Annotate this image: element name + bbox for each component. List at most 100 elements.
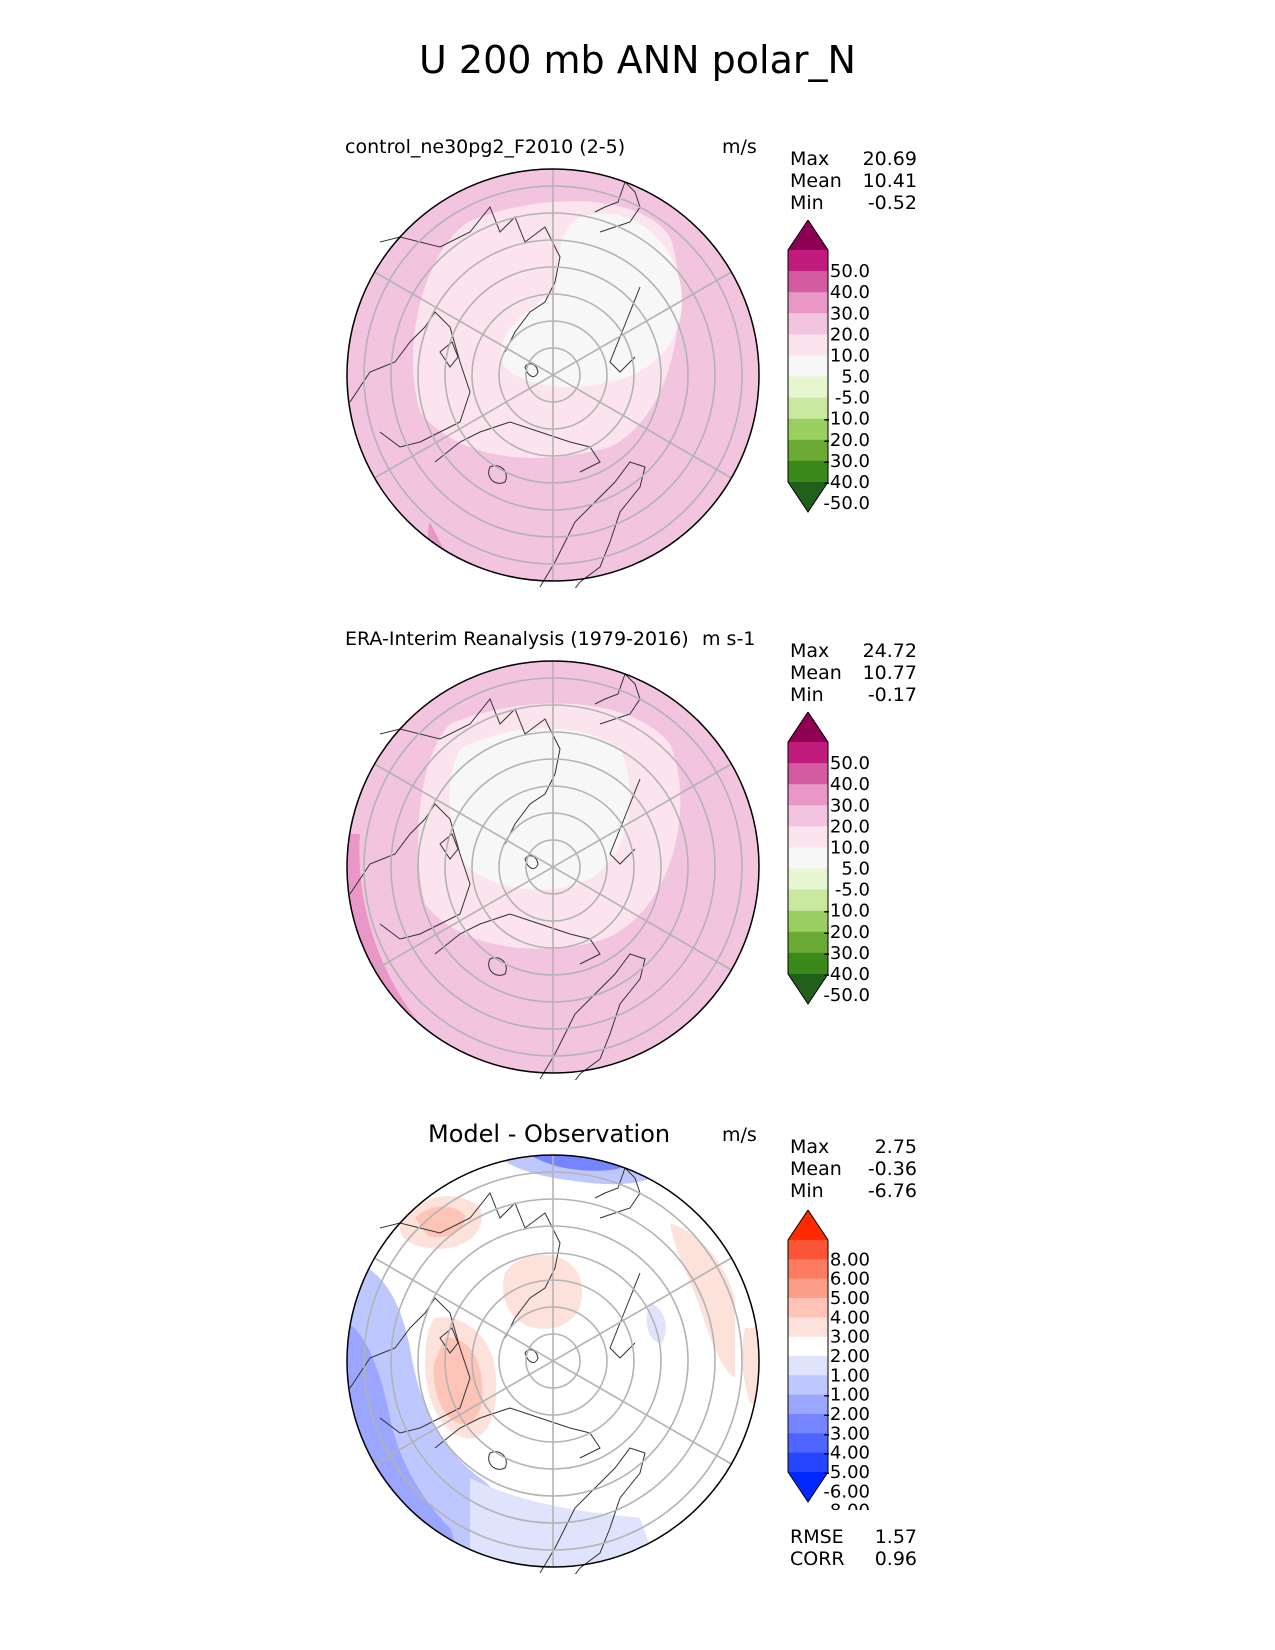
diff-negative-1-2 [470, 1478, 660, 1567]
coastlines [349, 181, 646, 588]
colorbar-tick-label: 5.0 [841, 859, 870, 880]
colorbar-tick-label: 50.0 [830, 261, 870, 282]
stat-value: 10.41 [862, 170, 917, 192]
stat-min: Min -0.17 [790, 684, 917, 706]
colorbar-tick-label: 10.0 [830, 837, 870, 858]
stat-label: Mean [790, 170, 842, 192]
colorbar-swatch [788, 910, 828, 933]
polar-map-test [346, 168, 760, 588]
colorbar-swatch [788, 1240, 828, 1260]
colorbar-extend-max [788, 712, 828, 742]
colorbar-swatch [788, 292, 828, 314]
colorbar-swatch [788, 1452, 828, 1473]
colorbar-tick-label: 10.0 [830, 345, 870, 366]
map-boundary [346, 168, 760, 582]
stat-max: Max 20.69 [790, 148, 917, 170]
graticule [363, 1155, 743, 1567]
stat-value: -0.52 [867, 192, 917, 214]
colorbar-tick-label: 30.0 [830, 303, 870, 324]
diff-positive-1-2 [742, 1328, 759, 1408]
colorbar-outline [787, 1210, 829, 1503]
colorbar-swatch [788, 931, 828, 954]
graticule [363, 169, 743, 581]
panel-reference-title: ERA-Interim Reanalysis (1979-2016) [345, 628, 689, 650]
colorbar-tick-label: 4.00 [830, 1307, 870, 1328]
colorbar-tick-label: -3.00 [823, 1423, 870, 1444]
polar-map-difference [346, 1154, 760, 1574]
diff-positive-2-3 [433, 1337, 483, 1424]
colorbar-tick-label: 30.0 [830, 795, 870, 816]
colorbar-extend-min [788, 482, 828, 512]
diff-positive-1-2 [503, 1254, 583, 1329]
colorbar-tick-label: 40.0 [830, 774, 870, 795]
colorbar-tick-label: -40.0 [823, 472, 870, 493]
colorbar-swatch [788, 1317, 828, 1338]
colorbar-swatch [788, 439, 828, 462]
colorbar-swatch [788, 313, 828, 335]
panel-difference-units: m/s [722, 1124, 757, 1146]
stat-mean: Mean 10.41 [790, 170, 917, 192]
metric-value: 0.96 [874, 1548, 917, 1570]
colorbar-reference: 50.040.030.020.010.05.0-5.0-10.0-20.0-30… [787, 712, 870, 1006]
colorbar-outline [787, 712, 829, 1005]
colorbar-extend-max [788, 1210, 828, 1240]
stat-label: Max [790, 148, 830, 170]
colorbar-tick-label: 3.00 [830, 1327, 870, 1348]
colorbar-swatch [788, 1278, 828, 1299]
colorbar-tick-label: -50.0 [823, 493, 870, 514]
colorbar-swatch [788, 1375, 828, 1396]
stat-value: -0.17 [867, 684, 917, 706]
colorbar-tick-label: -5.00 [823, 1462, 870, 1483]
colorbar-tick-label: -10.0 [823, 409, 870, 430]
panel-test-units: m/s [722, 136, 757, 158]
colorbar-swatch [788, 826, 828, 848]
colorbar-swatch [788, 1356, 828, 1376]
wind-field-weak [449, 728, 630, 890]
colorbar-swatch [788, 397, 828, 420]
colorbar-swatch [788, 952, 828, 975]
colorbar-tick-label: 20.0 [830, 324, 870, 345]
colorbar-tick-label: 2.00 [830, 1346, 870, 1367]
graticule [363, 661, 743, 1073]
colorbar-tick-label: 8.00 [830, 1249, 870, 1270]
coastlines [349, 1167, 646, 1574]
metric-value: 1.57 [874, 1526, 917, 1548]
metric-label: RMSE [790, 1526, 844, 1548]
stat-min: Min -0.52 [790, 192, 917, 214]
polar-map-reference [346, 660, 760, 1080]
colorbar-extend-min [788, 1472, 828, 1502]
stat-label: Min [790, 684, 824, 706]
figure-title: U 200 mb ANN polar_N [419, 38, 856, 82]
metric-corr: CORR 0.96 [790, 1548, 917, 1570]
stat-value: 10.77 [862, 662, 917, 684]
colorbar-tick-label: 5.0 [841, 367, 870, 388]
colorbar-difference: 8.006.005.004.003.002.001.00-1.00-2.00-3… [787, 1210, 870, 1510]
colorbar-extend-max [788, 220, 828, 250]
colorbar-swatch [788, 868, 828, 891]
colorbar-swatch [788, 376, 828, 399]
colorbar-swatch [788, 250, 828, 272]
colorbar-swatch [788, 889, 828, 912]
colorbar-tick-label: -30.0 [823, 451, 870, 472]
colorbar-tick-label: -4.00 [823, 1443, 870, 1464]
colorbar-tick-label: -30.0 [823, 943, 870, 964]
stat-mean: Mean 10.77 [790, 662, 917, 684]
colorbar-swatch [788, 1336, 828, 1357]
stat-value: -6.76 [867, 1180, 917, 1202]
panel-difference-metrics: RMSE 1.57 CORR 0.96 [790, 1526, 917, 1570]
stat-value: 20.69 [862, 148, 917, 170]
colorbar-swatch [788, 460, 828, 483]
colorbar-swatch [788, 1414, 828, 1434]
wind-field-weak [501, 213, 682, 387]
metric-rmse: RMSE 1.57 [790, 1526, 917, 1548]
panel-test-title: control_ne30pg2_F2010 (2-5) [345, 136, 626, 158]
panel-difference-title: Model - Observation [428, 1120, 671, 1148]
colorbar-tick-label: 50.0 [830, 753, 870, 774]
colorbar-swatch [788, 1259, 828, 1280]
map-boundary [346, 1154, 760, 1568]
colorbar-swatch [788, 418, 828, 441]
stat-value: -0.36 [867, 1158, 917, 1180]
colorbar-tick-label: 6.00 [830, 1269, 870, 1290]
stat-min: Min -6.76 [790, 1180, 917, 1202]
colorbar-swatch [788, 271, 828, 293]
